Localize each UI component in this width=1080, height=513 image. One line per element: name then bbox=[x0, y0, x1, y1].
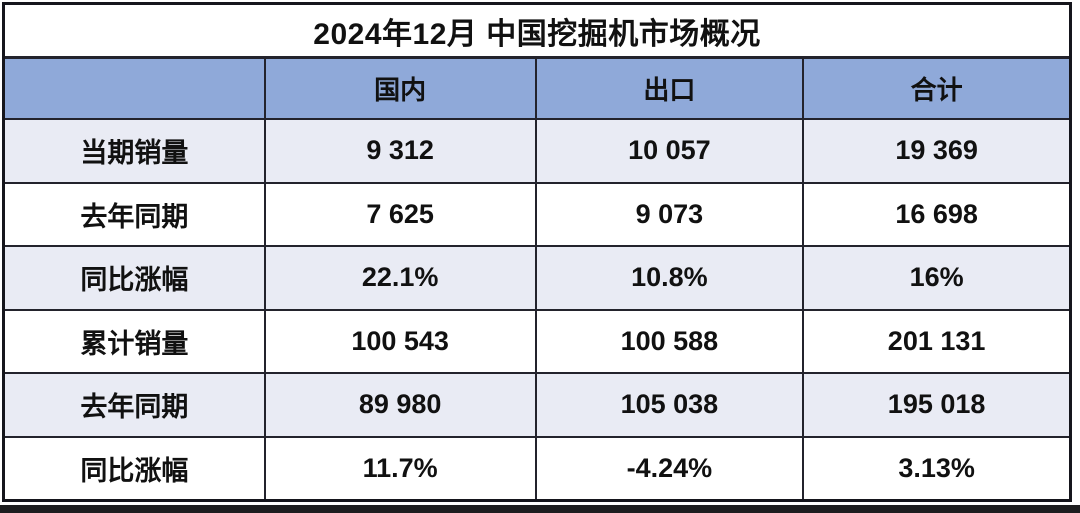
cell-export: -4.24% bbox=[537, 437, 805, 499]
cell-export: 100 588 bbox=[537, 310, 805, 372]
header-cell-domestic: 国内 bbox=[266, 59, 537, 118]
cell-domestic: 7 625 bbox=[266, 183, 537, 245]
row-label: 去年同期 bbox=[5, 183, 266, 245]
cell-total: 201 131 bbox=[887, 325, 986, 356]
table-row-cumulative-sales: 累计销量 100 543 100 588 201 131 bbox=[5, 310, 1069, 374]
row-label: 同比涨幅 bbox=[5, 247, 266, 309]
header-cell-export: 出口 bbox=[537, 59, 805, 118]
header-cell-total: 合计 bbox=[910, 75, 963, 105]
cell-domestic: 11.7% bbox=[266, 437, 537, 499]
cell-domestic: 22.1% bbox=[266, 247, 537, 309]
table-row-current-sales: 当期销量 9 312 10 057 19 369 bbox=[5, 120, 1069, 184]
header-cell-empty bbox=[5, 59, 266, 118]
table-row-cumulative-yoy-change: 同比涨幅 11.7% -4.24% 3.13% bbox=[5, 437, 1069, 499]
cell-total: 16% bbox=[909, 262, 964, 293]
cell-total: 16 698 bbox=[895, 198, 978, 229]
table-title: 2024年12月 中国挖掘机市场概况 bbox=[313, 17, 761, 51]
table-header-row: 国内 出口 合计 bbox=[5, 59, 1069, 120]
cell-export: 9 073 bbox=[537, 183, 805, 245]
table-row-last-year-cumulative: 去年同期 89 980 105 038 195 018 bbox=[5, 374, 1069, 438]
market-overview-table: 2024年12月 中国挖掘机市场概况 国内 出口 合计 当期销量 9 312 1… bbox=[2, 2, 1072, 502]
cell-total: 3.13% bbox=[898, 452, 975, 483]
table-row-last-year-same-period: 去年同期 7 625 9 073 16 698 bbox=[5, 183, 1069, 247]
table-title-row: 2024年12月 中国挖掘机市场概况 bbox=[5, 5, 1069, 59]
cell-export: 10.8% bbox=[537, 247, 805, 309]
row-label: 去年同期 bbox=[5, 374, 266, 436]
table-row-yoy-change: 同比涨幅 22.1% 10.8% 16% bbox=[5, 247, 1069, 311]
cell-domestic: 9 312 bbox=[266, 120, 537, 182]
cell-export: 105 038 bbox=[537, 374, 805, 436]
cell-total: 19 369 bbox=[895, 135, 978, 166]
row-label: 同比涨幅 bbox=[5, 437, 266, 499]
cell-domestic: 100 543 bbox=[266, 310, 537, 372]
row-label: 当期销量 bbox=[5, 120, 266, 182]
cell-export: 10 057 bbox=[537, 120, 805, 182]
cell-domestic: 89 980 bbox=[266, 374, 537, 436]
bottom-dark-strip bbox=[0, 505, 1080, 513]
row-label: 累计销量 bbox=[5, 310, 266, 372]
cell-total: 195 018 bbox=[887, 389, 986, 420]
